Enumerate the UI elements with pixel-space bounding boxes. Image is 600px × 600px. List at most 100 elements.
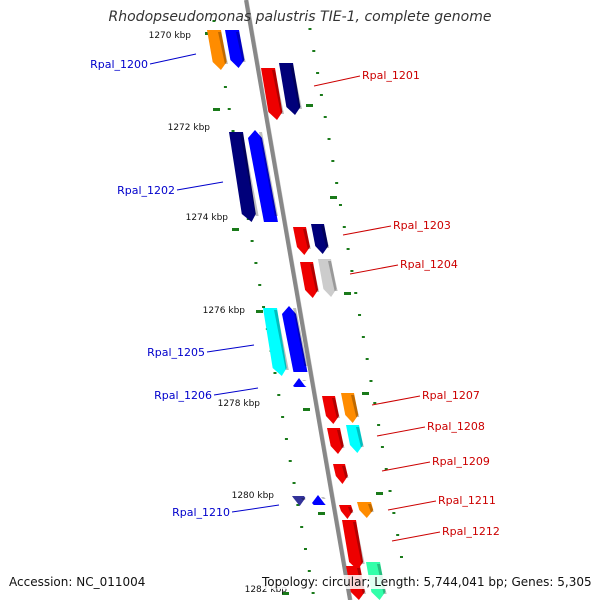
tick-mark [373, 402, 377, 404]
gene-arrow-rpal-1204-shade [310, 264, 320, 292]
kbp-label: 1272 kbp [168, 123, 211, 133]
gene-label-rpal-1207[interactable]: Rpal_1207 [422, 389, 480, 402]
tick-mark [361, 336, 365, 338]
gene-arrow-rpal-1202b [248, 130, 278, 222]
label-line-rpal-1202 [176, 181, 224, 191]
gene-labels[interactable]: Rpal_1200 Rpal_1202 Rpal_1205 Rpal_1206 Rpal… [90, 58, 500, 538]
label-line-rpal-1201 [313, 75, 361, 87]
label-line-rpal-1209 [381, 461, 431, 472]
major-tick [318, 512, 325, 515]
tick-mark [284, 438, 288, 440]
label-line-rpal-1204 [349, 264, 399, 275]
tick-mark [316, 72, 320, 74]
gene-arrow-rpal-1200b [225, 30, 245, 68]
kbp-label: 1276 kbp [203, 306, 246, 316]
gene-arrow-rpal-1212 [342, 520, 364, 570]
tick-mark [312, 50, 316, 52]
gene-arrow-rpal-1209 [333, 464, 348, 484]
kbp-label: 1278 kbp [218, 399, 261, 409]
tick-mark [311, 592, 315, 594]
gene-arrow-rpal-1208-shade [337, 430, 345, 448]
gene-arrow-rpal-1202-shade [240, 134, 259, 216]
gene-arrow-rpal-1201b [279, 63, 301, 115]
gene-arrow-rpal-1201 [261, 68, 283, 120]
major-tick [376, 492, 383, 495]
major-tick [330, 196, 337, 199]
gene-label-rpal-1205[interactable]: Rpal_1205 [147, 346, 205, 359]
gene-arrow-rpal-1201-shade [272, 70, 285, 114]
tick-mark [358, 314, 362, 316]
tick-mark [338, 204, 342, 206]
gene-arrow-rpal-1210b-shade [321, 497, 326, 499]
gene-arrow-rpal-1208 [327, 428, 344, 454]
map-title: Rhodopseudomonas palustris TIE-1, comple… [108, 9, 492, 25]
tick-mark [292, 482, 296, 484]
gene-arrow-rpal-1204b [318, 259, 337, 297]
kbp-label: 1270 kbp [149, 31, 192, 41]
gene-label-rpal-1200[interactable]: Rpal_1200 [90, 58, 148, 71]
tick-mark [254, 262, 258, 264]
gene-label-rpal-1210[interactable]: Rpal_1210 [172, 506, 230, 519]
gene-arrow-rpal-1203b-shade [321, 226, 330, 248]
gene-arrow-rpal-1212-shade [353, 522, 365, 564]
tick-mark [288, 460, 292, 462]
gene-arrow-rpal-1209-shade [342, 466, 349, 478]
label-line-rpal-1200 [149, 53, 197, 65]
gene-label-rpal-1204[interactable]: Rpal_1204 [400, 258, 458, 271]
gene-label-rpal-1209[interactable]: Rpal_1209 [432, 455, 490, 468]
tick-mark [342, 226, 346, 228]
label-line-rpal-1205 [206, 344, 255, 353]
tick-mark [377, 424, 381, 426]
gene-arrow-rpal-1205b [282, 306, 308, 372]
gene-arrow-rpal-1201b-shade [290, 65, 303, 109]
tick-mark [331, 160, 335, 162]
gene-arrow-rpal-1200 [207, 30, 227, 70]
major-tick [282, 592, 289, 595]
label-line-rpal-1203 [342, 225, 392, 236]
gene-arrow-rpal-1210-shade [301, 498, 306, 500]
gene-arrow-rpal-1207b [341, 393, 359, 423]
gene-arrow-rpal-1206-shade [302, 380, 307, 381]
gene-label-rpal-1201[interactable]: Rpal_1201 [362, 69, 420, 82]
gene-arrow-rpal-1200b-shade [236, 32, 246, 62]
gene-label-rpal-1203[interactable]: Rpal_1203 [393, 219, 451, 232]
tick-mark [308, 28, 312, 30]
tick-mark [365, 358, 369, 360]
tick-mark [300, 526, 304, 528]
tick-mark [354, 292, 358, 294]
major-tick [213, 108, 220, 111]
kbp-labels: 1270 kbp 1272 kbp 1274 kbp 1276 kbp 1278 kbp… [149, 31, 288, 595]
tick-mark [231, 130, 235, 132]
gene-arrow-rpal-1203-shade [303, 229, 311, 249]
tick-mark [335, 182, 339, 184]
gene-label-rpal-1202[interactable]: Rpal_1202 [117, 184, 175, 197]
tick-mark [396, 534, 400, 536]
major-tick [306, 104, 313, 107]
gene-label-rpal-1211[interactable]: Rpal_1211 [438, 494, 496, 507]
tick-mark [296, 504, 300, 506]
tick-mark [399, 556, 403, 558]
gene-arrow-rpal-1208b [346, 425, 363, 453]
gene-arrow-rpal-1207 [322, 396, 339, 424]
tick-mark [303, 548, 307, 550]
tick-mark [319, 94, 323, 96]
tick-mark [281, 416, 285, 418]
gene-arrow-rpal-1204b-shade [328, 261, 338, 291]
kbp-label: 1280 kbp [232, 491, 275, 501]
kbp-label: 1274 kbp [186, 213, 229, 223]
tick-marks [205, 20, 407, 595]
gene-arrow-rpal-1210b [312, 495, 326, 505]
gene-arrow-rpal-1208b-shade [356, 427, 364, 447]
gene-label-rpal-1208[interactable]: Rpal_1208 [427, 420, 485, 433]
tick-mark [227, 108, 231, 110]
gene-arrow-rpal-1206 [293, 378, 307, 387]
tick-mark [380, 446, 384, 448]
gene-label-rpal-1212[interactable]: Rpal_1212 [442, 525, 500, 538]
gene-arrow-rpal-1210 [292, 496, 306, 506]
gene-arrow-rpal-1200-shade [218, 32, 228, 64]
tick-mark [250, 240, 254, 242]
tick-mark [388, 490, 392, 492]
gene-label-rpal-1206[interactable]: Rpal_1206 [154, 389, 212, 402]
major-tick [362, 392, 369, 395]
